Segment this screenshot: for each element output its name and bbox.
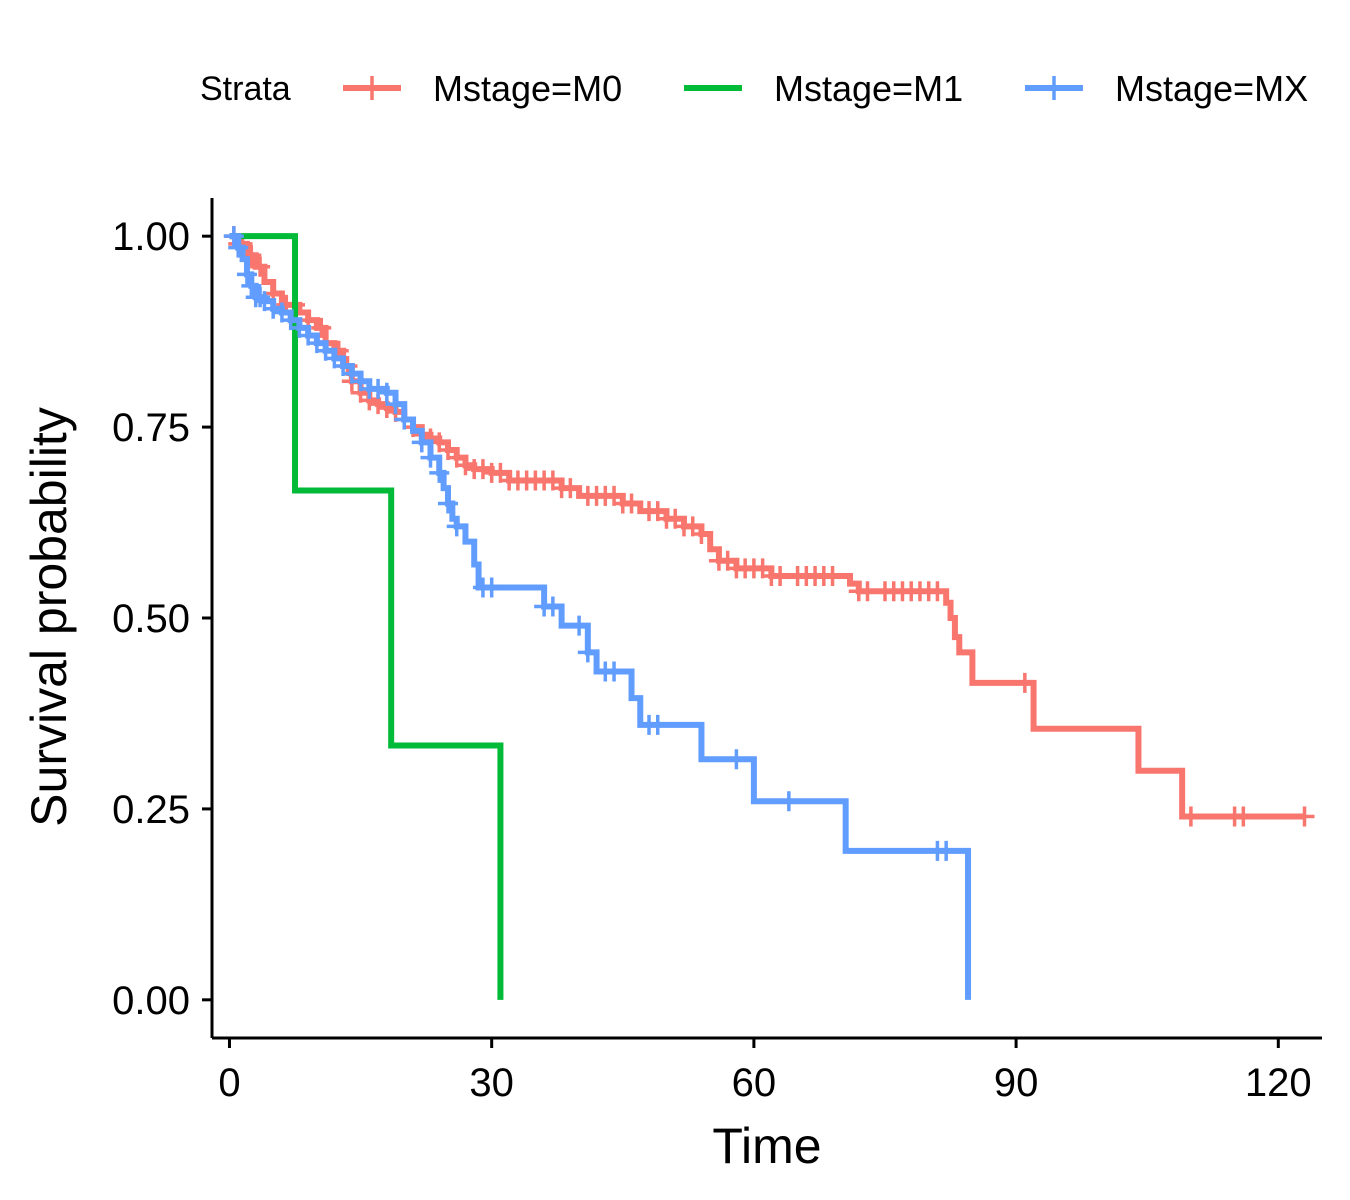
series-mstage-m0 (223, 226, 1315, 827)
y-tick-label: 1.00 (112, 215, 190, 259)
censor-mark (236, 264, 257, 285)
censor-mark (569, 615, 590, 636)
censor-mark (936, 840, 957, 861)
censor-mark (376, 382, 397, 403)
censor-mark (927, 581, 948, 602)
censor-mark (411, 432, 432, 453)
legend-label: Mstage=MX (1115, 68, 1308, 109)
censor-mark (1180, 806, 1201, 827)
censor-mark (778, 791, 799, 812)
censor-mark (1233, 806, 1254, 827)
x-tick-label: 60 (732, 1061, 777, 1105)
censor-mark (263, 298, 284, 319)
legend-item: Mstage=M0 (343, 68, 622, 109)
censor-mark (228, 237, 249, 258)
series-mstage-m1 (229, 233, 504, 1000)
censor-mark (429, 462, 450, 483)
censor-mark (250, 287, 271, 308)
y-tick-label: 0.50 (112, 597, 190, 641)
censor-mark (1014, 672, 1035, 693)
x-axis-title: Time (712, 1118, 821, 1174)
censor-mark (437, 493, 458, 514)
censor-mark (1294, 806, 1315, 827)
censor-mark (472, 459, 493, 480)
legend-item: Mstage=M1 (684, 68, 963, 109)
y-tick-label: 0.00 (112, 979, 190, 1023)
plot-area: 0.00 0.25 0.50 0.75 1.00 0 30 60 90 120 (112, 198, 1322, 1105)
censor-mark (446, 516, 467, 537)
censor-mark (481, 577, 502, 598)
series-mstage-mx (223, 226, 972, 1000)
legend-label: Mstage=M1 (774, 68, 963, 109)
censor-mark (770, 566, 791, 586)
legend-item: Mstage=MX (1025, 68, 1308, 109)
censor-mark (385, 394, 406, 415)
censor-mark (691, 524, 712, 544)
censor-mark (250, 256, 271, 277)
censor-mark (542, 596, 563, 617)
censor-mark (368, 378, 389, 399)
y-axis-ticks: 0.00 0.25 0.50 0.75 1.00 (112, 215, 212, 1023)
censor-mark (857, 581, 878, 602)
series-line (229, 233, 504, 1000)
censor-mark (241, 275, 262, 296)
censor-mark (604, 661, 625, 682)
censor-mark (311, 317, 332, 338)
censor-mark (621, 493, 642, 514)
censor-mark (420, 447, 441, 468)
x-tick-label: 90 (994, 1061, 1039, 1105)
y-tick-label: 0.25 (112, 788, 190, 832)
x-tick-label: 0 (218, 1061, 240, 1105)
x-axis-ticks: 0 30 60 90 120 (218, 1038, 1312, 1105)
x-tick-label: 120 (1245, 1061, 1312, 1105)
censor-mark (394, 409, 415, 430)
x-tick-label: 30 (469, 1061, 514, 1105)
censor-mark (822, 566, 843, 586)
censor-mark (577, 642, 598, 663)
censor-mark (726, 749, 747, 770)
censor-mark (223, 226, 244, 247)
censor-mark (560, 478, 581, 499)
censor-mark (455, 455, 476, 476)
legend-label: Mstage=M0 (433, 68, 622, 109)
y-axis-title: Survival probability (21, 407, 77, 827)
y-tick-label: 0.75 (112, 406, 190, 450)
legend-title: Strata (200, 70, 291, 108)
censor-mark (647, 714, 668, 735)
legend: Strata Mstage=M0 Mstage=M1 Mstage=MX (200, 68, 1308, 109)
